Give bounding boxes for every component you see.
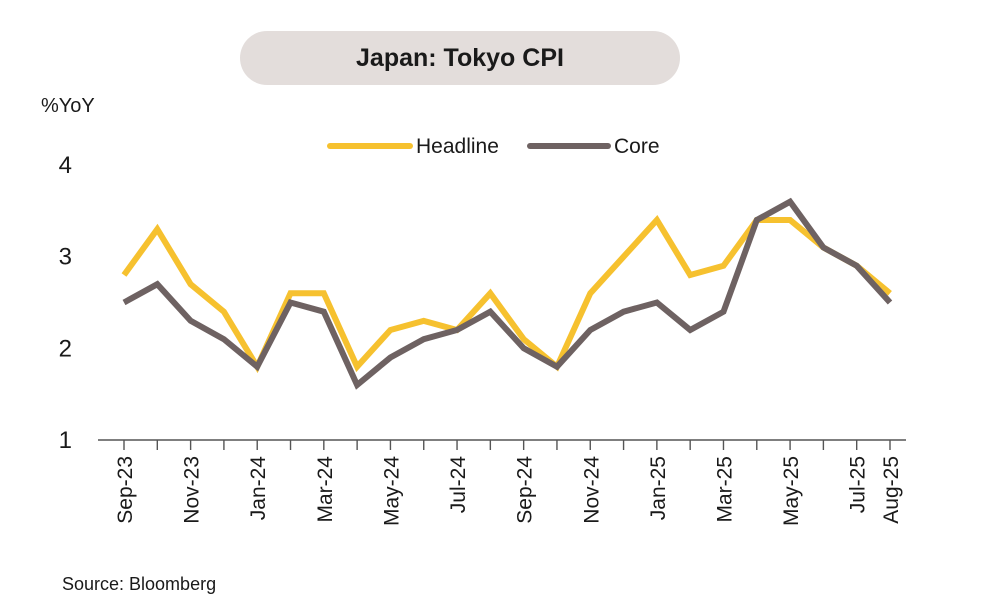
series-lines: [121, 197, 893, 390]
chart-title: Japan: Tokyo CPI: [356, 43, 564, 72]
y-tick-label: 3: [59, 244, 72, 271]
series-line-headline: [121, 215, 892, 374]
x-tick-label: Mar-24: [314, 456, 337, 523]
chart-title-pill: Japan: Tokyo CPI: [240, 31, 680, 85]
x-tick-label: Sep-23: [114, 456, 137, 524]
x-axis-ticks: Sep-23 Nov-23 Jan-24 Mar-24 May-24 Jul-24 Sep-…: [114, 440, 903, 526]
legend: Headline Core: [327, 135, 660, 158]
x-tick-label: Nov-23: [181, 456, 204, 524]
x-tick-label: Aug-25: [880, 456, 903, 524]
x-tick-label: Jan-24: [247, 456, 270, 521]
x-tick-label: Nov-24: [580, 456, 603, 524]
y-axis-unit-label: %YoY: [41, 95, 95, 117]
x-tick-label: Jan-25: [647, 456, 670, 520]
x-tick-label: Jul-24: [447, 456, 470, 514]
x-tick-label: Sep-24: [514, 456, 537, 524]
legend-label-core: Core: [614, 135, 660, 158]
x-tick-label: May-24: [380, 456, 403, 526]
y-tick-label: 4: [59, 152, 72, 179]
y-tick-label: 2: [59, 335, 72, 362]
x-tick-label: May-25: [780, 456, 803, 526]
x-tick-label: Mar-25: [713, 456, 736, 523]
series-line-core: [122, 197, 893, 390]
legend-label-headline: Headline: [416, 135, 499, 158]
y-axis-ticks: 1 2 3 4: [59, 152, 72, 454]
source-note: Source: Bloomberg: [62, 574, 217, 594]
x-tick-label: Jul-25: [847, 456, 870, 513]
y-tick-label: 1: [59, 427, 72, 454]
